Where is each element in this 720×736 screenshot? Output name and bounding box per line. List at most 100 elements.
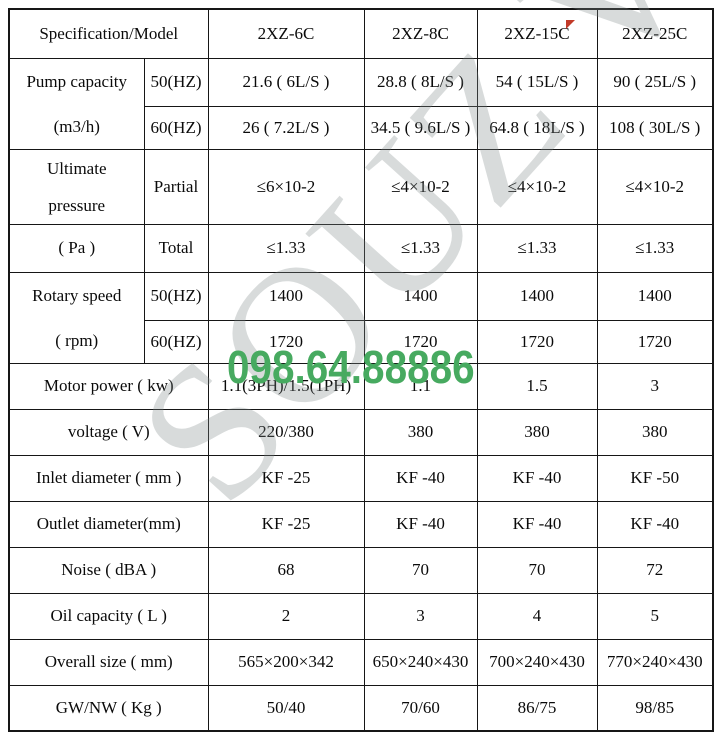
value-cell: 54 ( 15L/S ): [476, 57, 598, 107]
value-cell: 70/60: [363, 684, 478, 732]
value-cell: 5: [596, 592, 714, 640]
row-label-line: Pump capacity: [26, 71, 128, 91]
row-label: Noise ( dBA ): [8, 546, 209, 594]
model-header: 2XZ-8C: [363, 8, 478, 59]
value-cell: ≤4×10-2: [596, 148, 714, 225]
sub-label: 60(HZ): [143, 319, 209, 364]
row-label-pa-unit: ( Pa ): [8, 223, 145, 273]
value-cell: KF -25: [207, 500, 365, 548]
value-cell: KF -40: [476, 500, 598, 548]
value-cell: ≤4×10-2: [476, 148, 598, 225]
row-label-line: pressure: [48, 195, 106, 215]
value-cell: 70: [363, 546, 478, 594]
value-cell: KF -40: [363, 500, 478, 548]
row-label: Motor power ( kw): [8, 362, 209, 410]
table-row: Noise ( dBA ) 68 70 70 72: [8, 546, 714, 594]
row-label-line: Rotary speed: [32, 285, 122, 305]
row-label: Oil capacity ( L ): [8, 592, 209, 640]
table-row: Oil capacity ( L ) 2 3 4 5: [8, 592, 714, 640]
header-row: Specification/Model 2XZ-6C 2XZ-8C 2XZ-15…: [8, 8, 714, 59]
table-row: Outlet diameter(mm) KF -25 KF -40 KF -40…: [8, 500, 714, 548]
value-cell: 1400: [596, 271, 714, 321]
value-cell: 64.8 ( 18L/S ): [476, 105, 598, 150]
value-cell: 1.1(3PH)/1.5(1PH): [207, 362, 365, 410]
value-cell: KF -25: [207, 454, 365, 502]
model-header: 2XZ-25C: [596, 8, 714, 59]
value-cell: ≤6×10-2: [207, 148, 365, 225]
value-cell: 3: [363, 592, 478, 640]
value-cell: 650×240×430: [363, 638, 478, 686]
value-cell: 700×240×430: [476, 638, 598, 686]
sub-label: Total: [143, 223, 209, 273]
specification-table: Specification/Model 2XZ-6C 2XZ-8C 2XZ-15…: [8, 8, 714, 732]
value-cell: 34.5 ( 9.6L/S ): [363, 105, 478, 150]
value-cell: 98/85: [596, 684, 714, 732]
value-cell: KF -40: [596, 500, 714, 548]
row-label-line: (m3/h): [53, 116, 100, 136]
value-cell: 26 ( 7.2L/S ): [207, 105, 365, 150]
value-cell: 28.8 ( 8L/S ): [363, 57, 478, 107]
value-cell: 70: [476, 546, 598, 594]
table-row: 60(HZ) 26 ( 7.2L/S ) 34.5 ( 9.6L/S ) 64.…: [9, 105, 714, 150]
value-cell: ≤1.33: [207, 223, 365, 273]
value-cell: 3: [596, 362, 714, 410]
value-cell: 220/380: [207, 408, 365, 456]
sub-label: 50(HZ): [143, 57, 209, 107]
value-cell: 1.1: [363, 362, 478, 410]
value-cell: ≤1.33: [363, 223, 478, 273]
value-cell: KF -40: [476, 454, 598, 502]
value-cell: 1400: [207, 271, 365, 321]
value-cell: 1400: [476, 271, 598, 321]
value-cell: 21.6 ( 6L/S ): [207, 57, 365, 107]
row-label: voltage ( V): [8, 408, 209, 456]
table-row: Ultimate pressure Partial ≤6×10-2 ≤4×10-…: [8, 148, 714, 225]
value-cell: 1720: [476, 319, 598, 364]
value-cell: 90 ( 25L/S ): [596, 57, 714, 107]
table-row: GW/NW ( Kg ) 50/40 70/60 86/75 98/85: [8, 684, 714, 732]
value-cell: ≤1.33: [476, 223, 598, 273]
row-label-pump-capacity: Pump capacity (m3/h): [8, 57, 145, 150]
model-header: 2XZ-15C: [476, 8, 598, 59]
value-cell: 1720: [207, 319, 365, 364]
value-cell: 68: [207, 546, 365, 594]
table-row: ( Pa ) Total ≤1.33 ≤1.33 ≤1.33 ≤1.33: [8, 223, 714, 273]
table-row: Overall size ( mm) 565×200×342 650×240×4…: [8, 638, 714, 686]
sub-label: 50(HZ): [143, 271, 209, 321]
value-cell: 2: [207, 592, 365, 640]
value-cell: ≤4×10-2: [363, 148, 478, 225]
value-cell: 380: [596, 408, 714, 456]
row-label: GW/NW ( Kg ): [8, 684, 209, 732]
value-cell: KF -40: [363, 454, 478, 502]
sub-label: 60(HZ): [143, 105, 209, 150]
value-cell: 565×200×342: [207, 638, 365, 686]
value-cell: 1720: [596, 319, 714, 364]
value-cell: 1720: [363, 319, 478, 364]
value-cell: KF -50: [596, 454, 714, 502]
value-cell: 4: [476, 592, 598, 640]
value-cell: 86/75: [476, 684, 598, 732]
corner-header-cell: Specification/Model: [8, 8, 209, 59]
row-label: Overall size ( mm): [8, 638, 209, 686]
value-cell: ≤1.33: [596, 223, 714, 273]
table-row: Motor power ( kw) 1.1(3PH)/1.5(1PH) 1.1 …: [8, 362, 714, 410]
table-row: Rotary speed ( rpm) 50(HZ) 1400 1400 140…: [8, 271, 714, 364]
value-cell: 1400: [363, 271, 478, 321]
table-row: Inlet diameter ( mm ) KF -25 KF -40 KF -…: [8, 454, 714, 502]
row-label-line: Ultimate: [47, 158, 107, 178]
row-label-line: ( rpm): [55, 330, 99, 350]
sub-label: Partial: [143, 148, 209, 225]
row-label-ultimate-pressure: Ultimate pressure: [8, 148, 145, 225]
value-cell: 380: [363, 408, 478, 456]
row-label: Inlet diameter ( mm ): [8, 454, 209, 502]
table-row: Pump capacity (m3/h) 50(HZ) 21.6 ( 6L/S …: [8, 57, 714, 150]
value-cell: 72: [596, 546, 714, 594]
value-cell: 1.5: [476, 362, 598, 410]
table-row: 60(HZ) 1720 1720 1720 1720: [9, 319, 714, 364]
value-cell: 380: [476, 408, 598, 456]
model-header: 2XZ-6C: [207, 8, 365, 59]
value-cell: 50/40: [207, 684, 365, 732]
value-cell: 108 ( 30L/S ): [596, 105, 714, 150]
table-row: voltage ( V) 220/380 380 380 380: [8, 408, 714, 456]
row-label: Outlet diameter(mm): [8, 500, 209, 548]
